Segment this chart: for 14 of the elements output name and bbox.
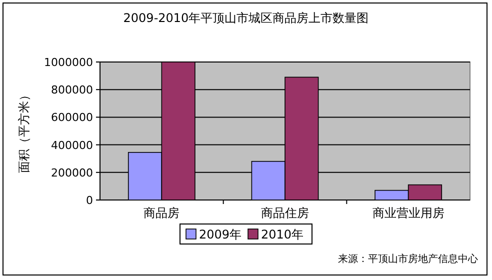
- category: 商业营业用房: [372, 206, 444, 220]
- ytick: 600000: [51, 111, 93, 124]
- ytick: 1000000: [44, 56, 93, 69]
- annotation: 来源：平顶山市房地产信息中心: [338, 254, 478, 265]
- title: 2009-2010年平顶山市城区商品房上市数量图: [123, 11, 369, 25]
- ylabel: 面积（平方米）: [17, 89, 31, 173]
- legend-label: 2010年: [261, 228, 304, 242]
- category: 商品住房: [261, 206, 309, 220]
- legend-label: 2009年: [199, 228, 242, 242]
- ytick: 800000: [51, 84, 93, 97]
- ytick: 400000: [51, 138, 93, 152]
- category: 商品房: [144, 206, 180, 220]
- ytick: 200000: [51, 166, 93, 180]
- ytick: 0: [86, 194, 93, 207]
